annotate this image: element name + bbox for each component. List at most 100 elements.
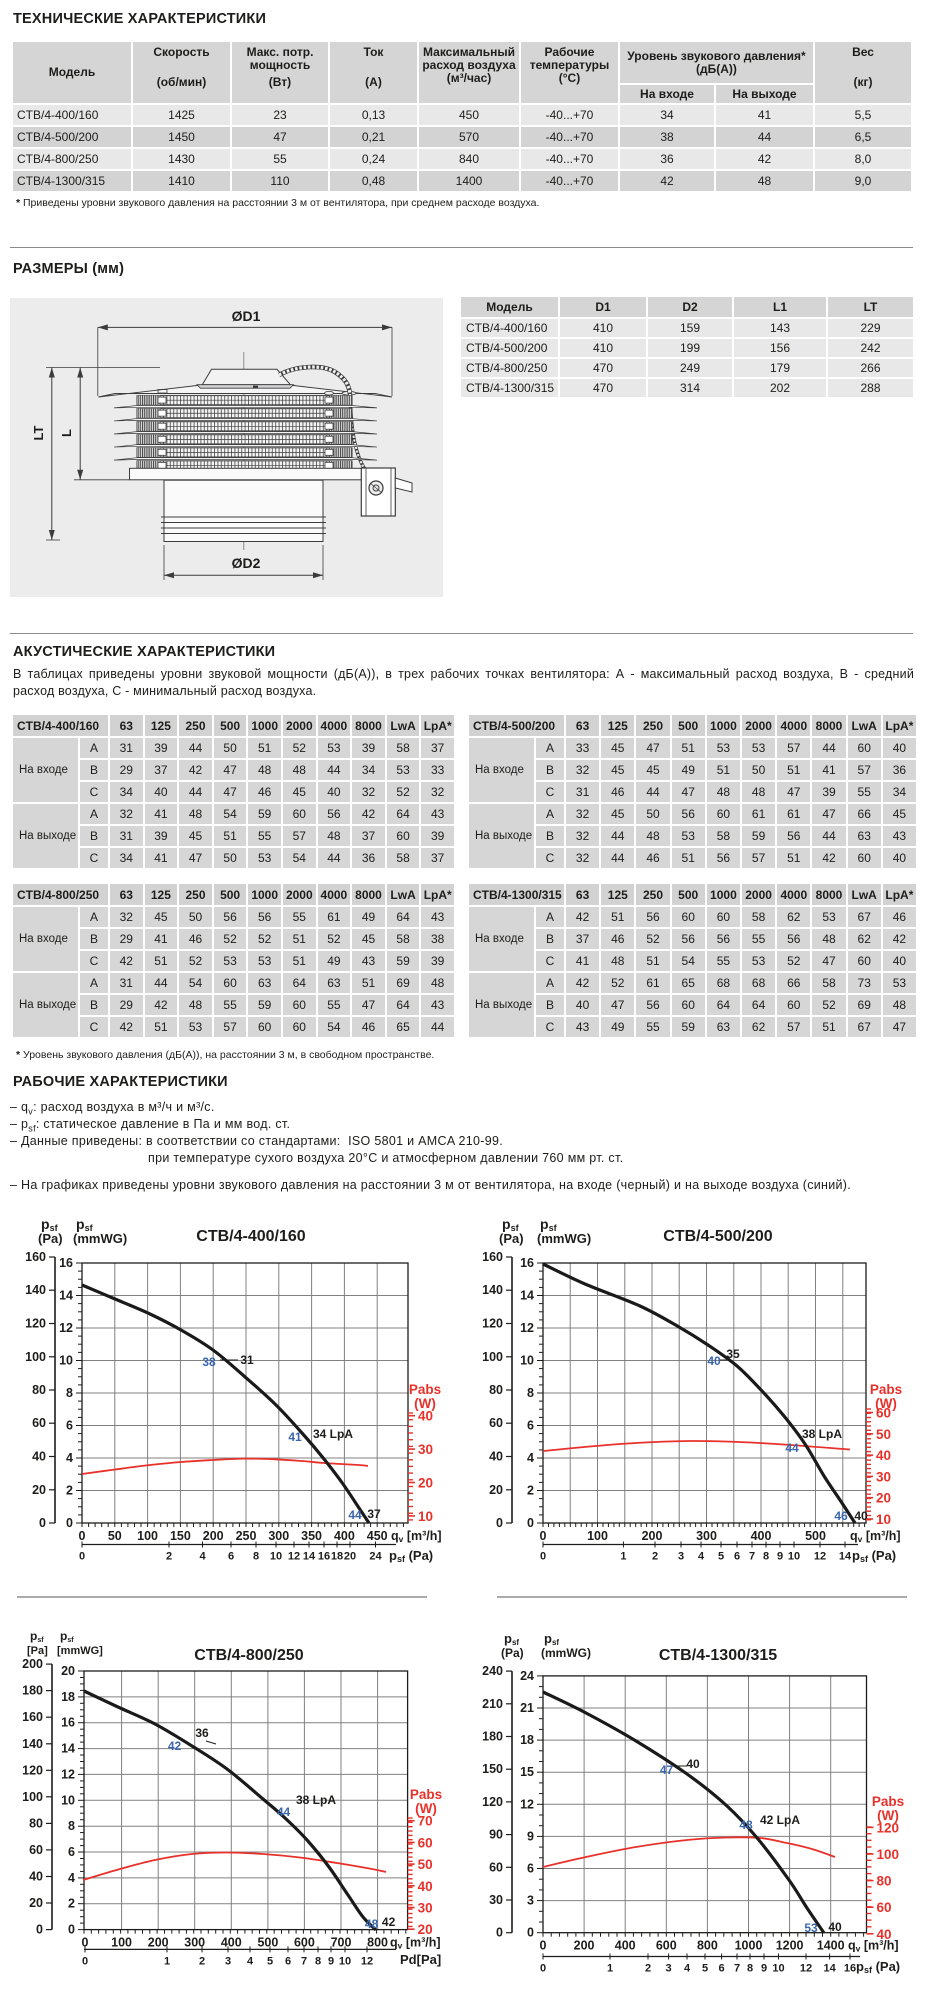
svg-text:12: 12 (800, 1963, 812, 1975)
svg-text:200: 200 (22, 1657, 43, 1671)
svg-text:10: 10 (339, 1955, 351, 1967)
svg-text:7: 7 (749, 1551, 755, 1563)
svg-text:400: 400 (615, 1939, 636, 1953)
svg-text:9: 9 (527, 1829, 534, 1843)
svg-text:250: 250 (236, 1529, 257, 1543)
svg-text:36: 36 (195, 1726, 209, 1740)
svg-text:20: 20 (876, 1491, 891, 1506)
svg-text:0: 0 (36, 1923, 43, 1937)
svg-text:14: 14 (823, 1963, 836, 1975)
svg-text:42 LpA: 42 LpA (760, 1813, 800, 1827)
svg-text:10: 10 (788, 1551, 800, 1563)
svg-text:60: 60 (489, 1416, 503, 1430)
svg-text:120: 120 (22, 1763, 43, 1777)
svg-text:40: 40 (877, 1927, 892, 1942)
svg-text:53: 53 (804, 1921, 818, 1935)
svg-text:CTB/4-400/160: CTB/4-400/160 (196, 1228, 305, 1245)
svg-text:10: 10 (520, 1354, 534, 1368)
svg-text:qv [m³/h]: qv [m³/h] (391, 1529, 442, 1544)
svg-text:5: 5 (267, 1955, 273, 1967)
svg-text:46: 46 (834, 1509, 848, 1523)
svg-text:80: 80 (877, 1874, 892, 1889)
svg-text:CTB/4-500/200: CTB/4-500/200 (663, 1228, 772, 1245)
svg-text:20: 20 (32, 1483, 46, 1497)
svg-text:3: 3 (527, 1894, 534, 1908)
svg-text:14: 14 (303, 1551, 316, 1563)
svg-text:12: 12 (61, 1767, 75, 1781)
svg-text:10: 10 (61, 1793, 75, 1807)
svg-text:(W): (W) (875, 1396, 897, 1411)
svg-text:16: 16 (59, 1256, 73, 1270)
svg-text:120: 120 (482, 1317, 503, 1331)
svg-text:100: 100 (877, 1847, 900, 1862)
svg-text:20: 20 (489, 1483, 503, 1497)
svg-text:9: 9 (777, 1551, 783, 1563)
svg-text:90: 90 (489, 1828, 503, 1842)
svg-text:500: 500 (257, 1936, 278, 1950)
svg-text:6: 6 (66, 1419, 73, 1433)
svg-text:18: 18 (520, 1733, 534, 1747)
svg-text:8: 8 (763, 1551, 769, 1563)
svg-text:Pd[Pa]: Pd[Pa] (400, 1952, 441, 1967)
svg-text:Pabs: Pabs (872, 1794, 904, 1809)
svg-text:4: 4 (247, 1955, 254, 1967)
svg-text:0: 0 (496, 1516, 503, 1530)
svg-text:(mmWG): (mmWG) (537, 1231, 591, 1246)
svg-text:LT: LT (31, 425, 46, 440)
svg-text:(W): (W) (415, 1801, 437, 1816)
svg-text:40: 40 (29, 1870, 43, 1884)
svg-text:(Pa): (Pa) (499, 1231, 524, 1246)
svg-text:34 LpA: 34 LpA (313, 1427, 353, 1441)
svg-text:[mmWG]: [mmWG] (57, 1645, 103, 1657)
svg-text:12: 12 (520, 1797, 534, 1811)
svg-text:800: 800 (367, 1936, 388, 1950)
svg-text:psf (Pa): psf (Pa) (856, 1959, 900, 1975)
svg-text:180: 180 (482, 1730, 503, 1744)
svg-text:160: 160 (22, 1710, 43, 1724)
svg-text:Pabs: Pabs (410, 1787, 442, 1802)
svg-text:2: 2 (199, 1955, 205, 1967)
svg-text:300: 300 (696, 1529, 717, 1543)
svg-text:60: 60 (32, 1416, 46, 1430)
svg-text:3: 3 (225, 1955, 231, 1967)
svg-text:1: 1 (607, 1963, 613, 1975)
svg-text:12: 12 (520, 1321, 534, 1335)
svg-text:400: 400 (334, 1529, 355, 1543)
svg-text:700: 700 (331, 1936, 352, 1950)
svg-text:14: 14 (59, 1289, 73, 1303)
svg-text:0: 0 (527, 1926, 534, 1940)
svg-text:0: 0 (82, 1936, 89, 1950)
svg-text:30: 30 (418, 1901, 433, 1916)
svg-text:0: 0 (540, 1939, 547, 1953)
svg-text:CTB/4-800/250: CTB/4-800/250 (194, 1647, 303, 1664)
svg-text:2: 2 (527, 1484, 534, 1498)
svg-text:30: 30 (489, 1893, 503, 1907)
svg-text:0: 0 (540, 1551, 546, 1563)
svg-text:50: 50 (108, 1529, 122, 1543)
svg-text:3: 3 (666, 1963, 672, 1975)
svg-text:50: 50 (418, 1857, 433, 1872)
svg-text:200: 200 (148, 1936, 169, 1950)
svg-text:20: 20 (418, 1476, 433, 1491)
svg-text:1000: 1000 (735, 1939, 763, 1953)
svg-text:15: 15 (520, 1765, 534, 1779)
svg-text:600: 600 (656, 1939, 677, 1953)
svg-text:2: 2 (652, 1551, 658, 1563)
svg-text:38 LpA: 38 LpA (296, 1793, 336, 1807)
svg-text:24: 24 (369, 1551, 382, 1563)
svg-text:qv [m³/h]: qv [m³/h] (848, 1939, 899, 1954)
svg-text:44: 44 (277, 1805, 291, 1819)
svg-text:10: 10 (772, 1963, 784, 1975)
svg-text:psf: psf (60, 1629, 74, 1644)
svg-text:150: 150 (170, 1529, 191, 1543)
svg-text:0: 0 (496, 1926, 503, 1940)
svg-text:38: 38 (202, 1355, 216, 1369)
svg-text:10: 10 (876, 1512, 891, 1527)
svg-text:0: 0 (79, 1529, 86, 1543)
svg-text:6: 6 (527, 1419, 534, 1433)
svg-text:16: 16 (844, 1963, 856, 1975)
svg-text:600: 600 (294, 1936, 315, 1950)
svg-text:140: 140 (482, 1283, 503, 1297)
svg-text:6: 6 (719, 1963, 725, 1975)
svg-text:ØD2: ØD2 (232, 555, 261, 571)
